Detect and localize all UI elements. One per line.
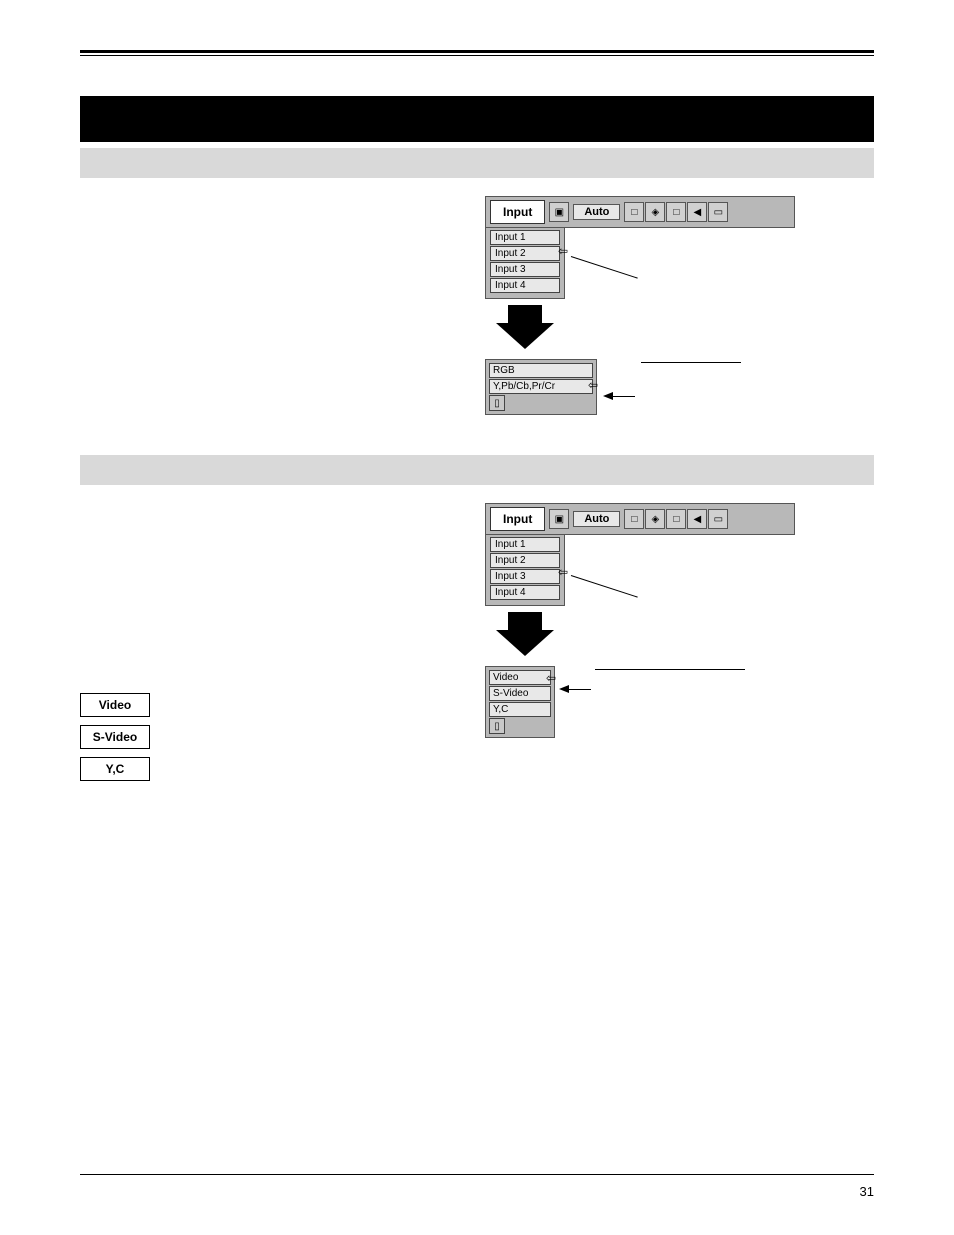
instruction-block-1 xyxy=(80,196,455,415)
icon-btn[interactable]: □ xyxy=(624,202,644,222)
callout-line xyxy=(571,256,638,279)
subsection-bar-2 xyxy=(80,455,874,485)
ui-toolbar-2: Input ▣ Auto □ ◈ □ ◀ ▭ xyxy=(486,504,794,534)
footer-rule xyxy=(80,1174,874,1175)
source-label-line xyxy=(641,362,741,363)
auto-button[interactable]: Auto xyxy=(573,511,620,527)
callout-arrow xyxy=(603,392,635,400)
ui-panel-1: Input ▣ Auto □ ◈ □ ◀ ▭ xyxy=(485,196,795,228)
icon-btn[interactable]: □ xyxy=(624,509,644,529)
source-item[interactable]: S-Video xyxy=(489,686,551,701)
source-panel-2[interactable]: Video S-Video Y,C ▯ ⇦ xyxy=(485,666,555,738)
source-panel-1[interactable]: RGB Y,Pb/Cb,Pr/Cr ▯ ⇦ xyxy=(485,359,597,415)
toolbar-icons: □ ◈ □ ◀ ▭ xyxy=(624,509,728,529)
option-row: Video xyxy=(80,693,455,725)
toolbar-icon[interactable]: ▣ xyxy=(549,509,569,529)
menu-item[interactable]: Input 3 xyxy=(490,262,560,277)
close-icon[interactable]: ▯ xyxy=(489,395,505,411)
ui-panel-2: Input ▣ Auto □ ◈ □ ◀ ▭ xyxy=(485,503,795,535)
input-label: Input xyxy=(490,200,545,224)
menu-item[interactable]: Input 1 xyxy=(490,230,560,245)
callout-line xyxy=(571,575,638,598)
source-item[interactable]: Video xyxy=(489,670,551,685)
page-number: 31 xyxy=(860,1184,874,1199)
down-arrow-icon xyxy=(495,305,555,353)
icon-btn[interactable]: ◈ xyxy=(645,509,665,529)
toolbar-icons: □ ◈ □ ◀ ▭ xyxy=(624,202,728,222)
source-label-line xyxy=(595,669,745,670)
close-icon[interactable]: ▯ xyxy=(489,718,505,734)
menu-item[interactable]: Input 3 xyxy=(490,569,560,584)
row-1: Input ▣ Auto □ ◈ □ ◀ ▭ Input 1 Input 2 I… xyxy=(80,196,874,415)
subsection-bar-1 xyxy=(80,148,874,178)
callout-arrow xyxy=(559,685,591,693)
down-arrow-icon xyxy=(495,612,555,660)
icon-btn[interactable]: ◈ xyxy=(645,202,665,222)
icon-btn[interactable]: □ xyxy=(666,509,686,529)
option-row: S-Video xyxy=(80,725,455,757)
pointer-icon: ⇦ xyxy=(558,244,568,258)
menu-item[interactable]: Input 2 xyxy=(490,246,560,261)
pointer-icon: ⇦ xyxy=(558,565,568,579)
section-title-bar xyxy=(80,96,874,142)
input-menu-1[interactable]: Input 1 Input 2 Input 3 Input 4 ⇦ xyxy=(485,227,565,299)
top-rule xyxy=(80,50,874,56)
icon-btn[interactable]: □ xyxy=(666,202,686,222)
row-2: Video S-Video Y,C Input ▣ Auto □ ◈ □ xyxy=(80,503,874,789)
option-yc: Y,C xyxy=(80,757,150,781)
ui-block-1: Input ▣ Auto □ ◈ □ ◀ ▭ Input 1 Input 2 I… xyxy=(485,196,874,415)
page: Input ▣ Auto □ ◈ □ ◀ ▭ Input 1 Input 2 I… xyxy=(0,0,954,1235)
menu-item[interactable]: Input 1 xyxy=(490,537,560,552)
input-menu-2[interactable]: Input 1 Input 2 Input 3 Input 4 ⇦ xyxy=(485,534,565,606)
toolbar-icon[interactable]: ▣ xyxy=(549,202,569,222)
menu-item[interactable]: Input 2 xyxy=(490,553,560,568)
auto-button[interactable]: Auto xyxy=(573,204,620,220)
source-item[interactable]: Y,C xyxy=(489,702,551,717)
input-label: Input xyxy=(490,507,545,531)
option-svideo: S-Video xyxy=(80,725,150,749)
option-video: Video xyxy=(80,693,150,717)
menu-item[interactable]: Input 4 xyxy=(490,278,560,293)
icon-btn[interactable]: ▭ xyxy=(708,509,728,529)
ui-toolbar-1: Input ▣ Auto □ ◈ □ ◀ ▭ xyxy=(486,197,794,227)
option-row: Y,C xyxy=(80,757,455,789)
icon-btn[interactable]: ▭ xyxy=(708,202,728,222)
source-item[interactable]: Y,Pb/Cb,Pr/Cr xyxy=(489,379,593,394)
source-item[interactable]: RGB xyxy=(489,363,593,378)
menu-item[interactable]: Input 4 xyxy=(490,585,560,600)
icon-btn[interactable]: ◀ xyxy=(687,509,707,529)
instruction-block-2: Video S-Video Y,C xyxy=(80,503,455,789)
pointer-icon: ⇦ xyxy=(546,671,556,685)
pointer-icon: ⇦ xyxy=(588,378,598,392)
icon-btn[interactable]: ◀ xyxy=(687,202,707,222)
ui-block-2: Input ▣ Auto □ ◈ □ ◀ ▭ Input 1 Input 2 I… xyxy=(485,503,874,789)
